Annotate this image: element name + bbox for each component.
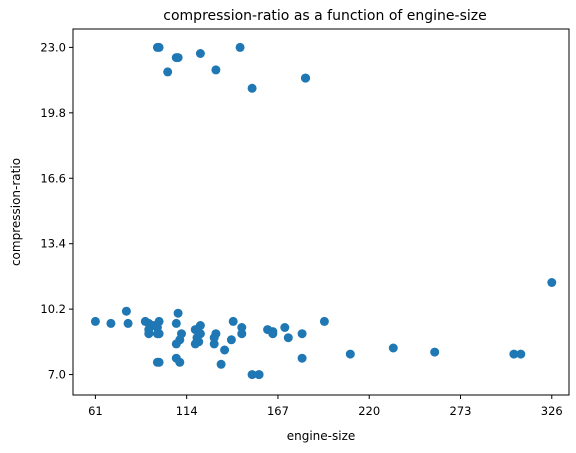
data-point xyxy=(173,53,183,63)
data-point xyxy=(226,335,236,345)
data-point xyxy=(516,349,526,359)
data-point xyxy=(509,349,519,359)
y-tick-label: 23.0 xyxy=(40,40,66,54)
data-point xyxy=(195,329,205,339)
x-tick-label: 61 xyxy=(88,404,103,418)
y-tick-label: 16.6 xyxy=(40,171,66,185)
data-point xyxy=(209,339,219,349)
data-point xyxy=(163,67,173,77)
data-point xyxy=(211,65,221,75)
x-axis-label: engine-size xyxy=(287,429,356,443)
data-point xyxy=(154,316,164,326)
data-point xyxy=(297,353,307,363)
y-axis-label: compression-ratio xyxy=(9,158,23,266)
data-point xyxy=(297,329,307,339)
data-point xyxy=(171,339,181,349)
data-point xyxy=(123,318,133,328)
data-point xyxy=(237,323,247,332)
y-tick-label: 19.8 xyxy=(40,106,66,120)
data-point xyxy=(190,339,200,349)
x-axis-ticks: 61 114 167 220 273 326 xyxy=(88,395,563,418)
data-point xyxy=(121,306,131,316)
y-tick-label: 10.2 xyxy=(40,302,66,316)
plot-frame xyxy=(72,28,570,396)
data-point xyxy=(237,329,247,339)
data-point xyxy=(173,308,183,318)
data-point xyxy=(283,333,293,343)
data-point xyxy=(154,42,164,52)
data-point xyxy=(228,316,238,326)
y-tick-label: 7.0 xyxy=(48,368,66,382)
x-tick-label: 326 xyxy=(541,404,563,418)
data-point xyxy=(106,318,116,328)
data-point xyxy=(216,359,226,369)
data-point xyxy=(319,316,329,326)
data-point xyxy=(254,370,264,380)
data-point xyxy=(144,325,154,335)
data-point xyxy=(235,42,245,52)
data-point xyxy=(280,323,290,332)
data-point xyxy=(195,49,205,58)
data-point xyxy=(209,333,219,343)
data-point xyxy=(247,370,257,380)
data-point xyxy=(175,357,185,367)
x-tick-label: 220 xyxy=(358,404,380,418)
x-tick-label: 167 xyxy=(267,404,289,418)
x-tick-label: 273 xyxy=(450,404,472,418)
data-point xyxy=(177,329,186,339)
data-point xyxy=(152,329,162,339)
data-point xyxy=(263,325,273,335)
data-point xyxy=(154,357,164,367)
data-point xyxy=(220,345,230,355)
data-point xyxy=(171,318,181,328)
data-point xyxy=(430,347,440,357)
data-point xyxy=(547,278,557,287)
data-point xyxy=(388,343,398,353)
x-tick-label: 114 xyxy=(176,404,198,418)
data-points xyxy=(90,42,557,380)
y-axis-ticks: 7.0 10.2 13.4 16.6 19.8 23.0 xyxy=(40,40,73,382)
data-point xyxy=(90,316,100,326)
data-point xyxy=(345,349,355,359)
data-point xyxy=(247,83,257,93)
chart-title: compression-ratio as a function of engin… xyxy=(163,8,486,24)
data-point xyxy=(301,73,310,83)
y-tick-label: 13.4 xyxy=(40,237,66,251)
